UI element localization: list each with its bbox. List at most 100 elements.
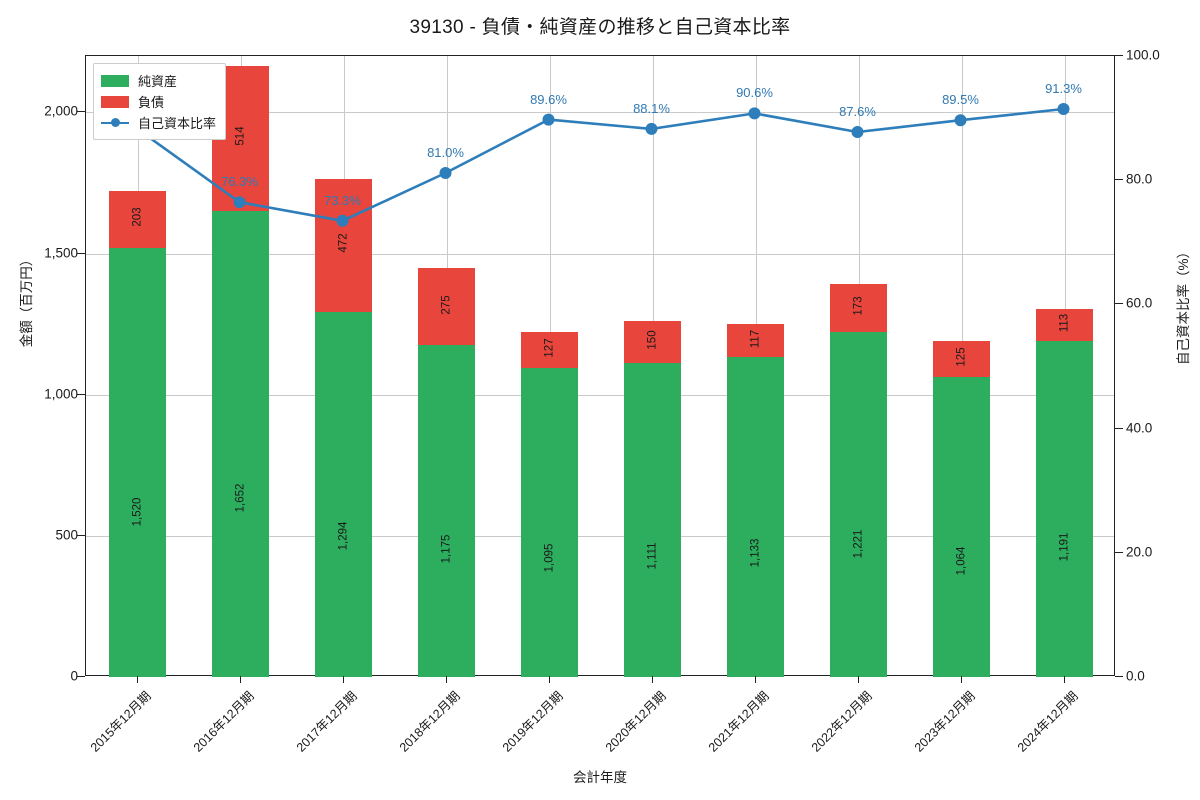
x-axis-label: 会計年度: [573, 770, 627, 785]
x-axis-tickmark: [1063, 676, 1065, 683]
y-axis-right-tick-label: 80.0: [1126, 171, 1153, 187]
bar-segment-liabilities[interactable]: [933, 341, 990, 377]
y-axis-right-tickmark: [1115, 427, 1123, 429]
x-axis-tickmark: [960, 676, 962, 683]
bar-value-label: 173: [852, 296, 865, 316]
y-axis-right-tickmark: [1115, 303, 1123, 305]
bar-segment-net-assets[interactable]: [1036, 340, 1093, 677]
legend-item-label: 純資産: [138, 74, 178, 89]
bar-segment-net-assets[interactable]: [933, 376, 990, 677]
bar-value-label: 514: [234, 126, 247, 146]
bar-segment-liabilities[interactable]: [1036, 308, 1093, 341]
bar-value-label: 1,064: [955, 546, 968, 576]
bar-value-label: 1,652: [234, 483, 247, 513]
bar-value-label: 1,175: [440, 534, 453, 564]
equity-ratio-value-label: 76.3%: [221, 174, 258, 190]
equity-ratio-value-label: 89.5%: [942, 92, 979, 108]
bar-value-label: 1,294: [337, 521, 350, 551]
x-axis-tick-label: 2016年12月期: [190, 688, 257, 755]
bar-segment-net-assets[interactable]: [212, 210, 269, 677]
x-axis-tick-label: 2015年12月期: [87, 688, 154, 755]
chart-legend: 純資産負債自己資本比率: [93, 63, 227, 140]
bar-segment-liabilities[interactable]: [521, 332, 578, 368]
chart-title: 39130 - 負債・純資産の推移と自己資本比率: [409, 17, 791, 38]
y-axis-right-tick-label: 40.0: [1126, 420, 1153, 436]
x-axis-tickmark: [239, 676, 241, 683]
y-axis-left-tick-label: 1,000: [44, 386, 78, 402]
y-axis-right-tick-label: 20.0: [1126, 544, 1153, 560]
legend-color-swatch: [101, 95, 129, 108]
bar-segment-net-assets[interactable]: [315, 311, 372, 677]
gridline-horizontal: [86, 535, 1114, 537]
bar-segment-net-assets[interactable]: [418, 345, 475, 677]
bar-value-label: 1,520: [131, 497, 144, 527]
y-axis-right-tickmark: [1115, 179, 1123, 181]
bar-value-label: 117: [749, 329, 762, 348]
equity-ratio-value-label: 88.1%: [633, 100, 670, 116]
legend-item[interactable]: 純資産: [101, 70, 216, 91]
bar-segment-net-assets[interactable]: [109, 247, 166, 677]
y-axis-left-tickmark: [77, 676, 85, 677]
equity-ratio-value-label: 73.3%: [324, 192, 361, 208]
bar-value-label: 1,133: [749, 539, 762, 568]
bar-value-label: 203: [131, 207, 144, 227]
bar-value-label: 1,191: [1058, 532, 1071, 562]
plot-area: 1,520 203 1,652 514 1,294 472 1,175 275 1,095 127…: [85, 55, 1115, 677]
gridline-horizontal: [86, 394, 1114, 396]
equity-ratio-value-label: 81.0%: [427, 144, 464, 160]
x-axis-tick-label: 2021年12月期: [705, 688, 772, 755]
y-axis-left-tick-label: 2,000: [44, 103, 78, 119]
bar-segment-net-assets[interactable]: [521, 367, 578, 677]
x-axis-tickmark: [548, 676, 550, 683]
y-axis-right-tick-label: 100.0: [1126, 47, 1160, 63]
x-axis-tickmark: [445, 676, 447, 683]
equity-ratio-value-label: 91.3%: [1045, 81, 1082, 97]
y-axis-right-tick-label: 0.0: [1126, 668, 1145, 684]
x-axis-tickmark: [857, 676, 859, 683]
legend-item-label: 負債: [138, 95, 165, 110]
bar-value-label: 275: [440, 294, 453, 315]
y-axis-right-tickmark: [1115, 676, 1123, 677]
bar-segment-liabilities[interactable]: [418, 267, 475, 346]
bar-segment-liabilities[interactable]: [830, 283, 887, 333]
bar-segment-liabilities[interactable]: [727, 324, 784, 358]
equity-ratio-value-label: 89.6%: [530, 91, 567, 107]
bar-segment-net-assets[interactable]: [727, 357, 784, 677]
equity-ratio-value-label: 90.6%: [736, 85, 773, 101]
bar-value-label: 1,111: [646, 542, 659, 570]
legend-item[interactable]: 負債: [101, 91, 216, 112]
y-axis-left-tickmark: [77, 111, 85, 113]
x-axis-tick-label: 2024年12月期: [1014, 688, 1081, 755]
x-axis-tick-label: 2017年12月期: [293, 688, 360, 755]
bar-value-label: 113: [1058, 313, 1071, 333]
bar-segment-net-assets[interactable]: [830, 332, 887, 677]
x-axis-tick-label: 2023年12月期: [911, 688, 978, 755]
y-axis-left-tickmark: [77, 393, 85, 395]
legend-item-label: 自己資本比率: [138, 116, 217, 131]
x-axis-tick-label: 2020年12月期: [602, 688, 669, 755]
y-axis-left-label: 金額（百万円）: [19, 252, 34, 348]
legend-item[interactable]: 自己資本比率: [101, 112, 216, 133]
legend-line-marker-icon: [101, 117, 129, 129]
x-axis-tick-label: 2022年12月期: [808, 688, 875, 755]
bar-value-label: 1,095: [543, 543, 556, 572]
y-axis-right-label: 自己資本比率（%）: [1176, 245, 1191, 366]
y-axis-left-tickmark: [77, 534, 85, 536]
y-axis-right-tickmark: [1115, 55, 1123, 56]
y-axis-left-tick-label: 1,500: [44, 245, 78, 261]
bar-value-label: 472: [337, 233, 350, 253]
x-axis-tickmark: [651, 676, 653, 683]
y-axis-left-tick-label: 500: [55, 527, 78, 543]
y-axis-left-tickmark: [77, 252, 85, 254]
x-axis-tickmark: [342, 676, 344, 683]
legend-color-swatch: [101, 74, 129, 87]
y-axis-left-tick-label: 0: [70, 668, 78, 684]
x-axis-tickmark: [754, 676, 756, 683]
equity-ratio-value-label: 87.6%: [839, 104, 876, 119]
y-axis-right-tick-label: 60.0: [1126, 295, 1153, 311]
y-axis-right-tickmark: [1115, 551, 1123, 553]
bar-segment-liabilities[interactable]: [624, 321, 681, 364]
bar-segment-net-assets[interactable]: [624, 363, 681, 677]
x-axis-tick-label: 2018年12月期: [396, 688, 463, 755]
